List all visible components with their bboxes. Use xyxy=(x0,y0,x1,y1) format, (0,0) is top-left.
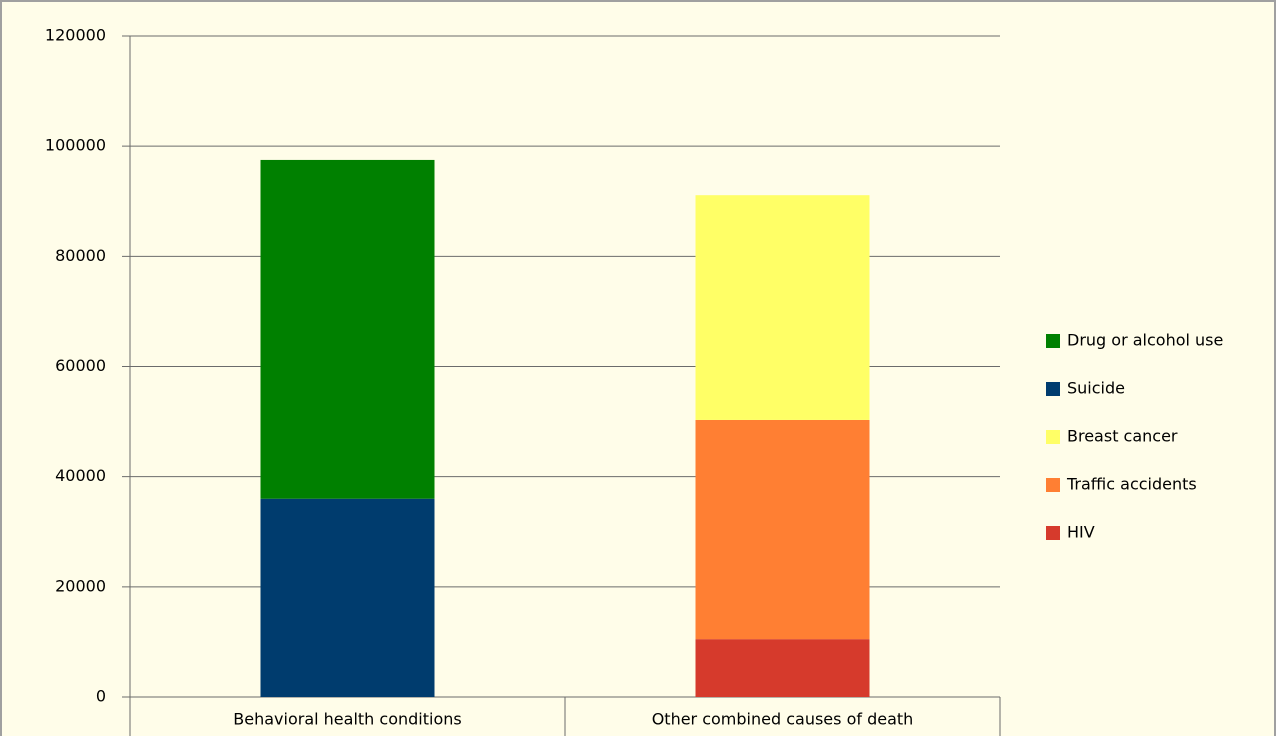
legend-label: Suicide xyxy=(1067,379,1125,398)
bar-segment xyxy=(695,195,870,420)
legend-label: HIV xyxy=(1067,523,1095,542)
legend-swatch xyxy=(1046,526,1060,540)
legend-label: Breast cancer xyxy=(1067,427,1178,446)
bar-segment xyxy=(260,498,435,697)
y-tick-label: 40000 xyxy=(55,466,106,485)
x-tick-label: Other combined causes of death xyxy=(652,710,914,729)
x-tick-label: Behavioral health conditions xyxy=(233,710,461,729)
y-tick-label: 80000 xyxy=(55,246,106,265)
y-tick-label: 20000 xyxy=(55,576,106,595)
y-tick-label: 60000 xyxy=(55,356,106,375)
legend-swatch xyxy=(1046,334,1060,348)
legend-swatch xyxy=(1046,382,1060,396)
bar-segment xyxy=(695,639,870,697)
legend-swatch xyxy=(1046,430,1060,444)
legend-swatch xyxy=(1046,478,1060,492)
y-tick-label: 0 xyxy=(96,687,106,706)
y-tick-label: 100000 xyxy=(45,136,106,155)
bar-segment xyxy=(695,419,870,640)
legend-label: Traffic accidents xyxy=(1066,475,1197,494)
bar-segment xyxy=(260,159,435,499)
y-tick-label: 120000 xyxy=(45,26,106,45)
legend-label: Drug or alcohol use xyxy=(1067,331,1223,350)
